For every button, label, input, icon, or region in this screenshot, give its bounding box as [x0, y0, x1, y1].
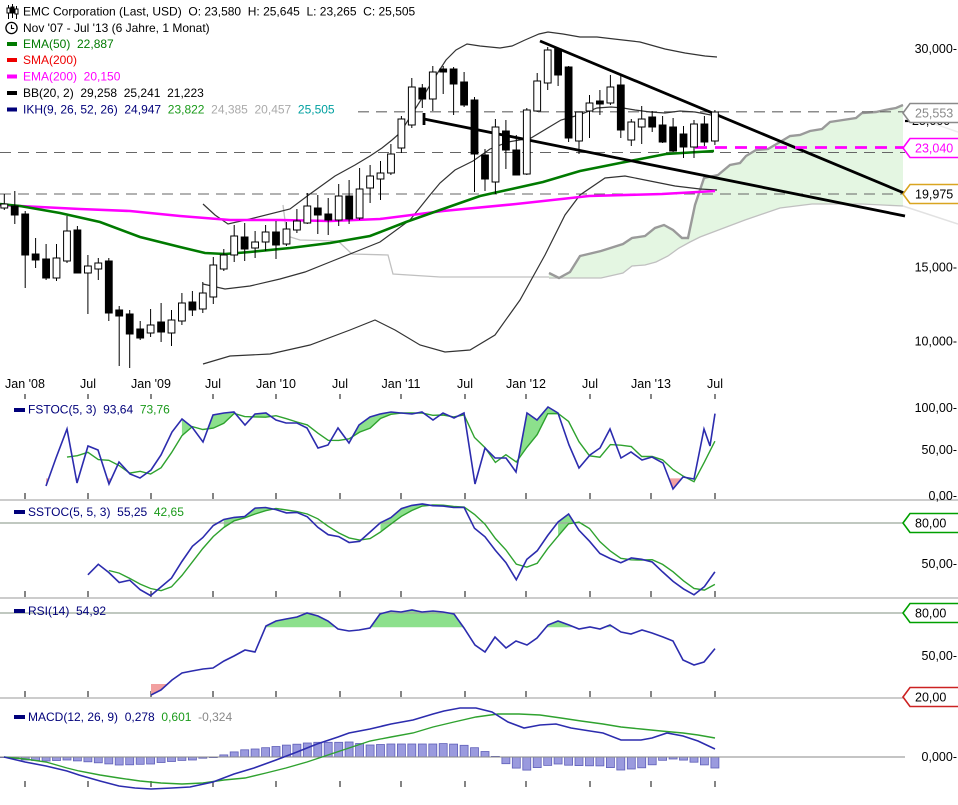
svg-text:Jan '11: Jan '11 [382, 377, 421, 391]
svg-text:MACD(12, 26, 9) 0,278 0,601: MACD(12, 26, 9) 0,278 0,601 -0,324 [28, 710, 232, 724]
svg-text:SSTOC(5, 5, 3) 55,25 42,65: SSTOC(5, 5, 3) 55,25 42,65 [28, 505, 184, 519]
svg-text:EMA(200) 20,150: EMA(200) 20,150 [23, 70, 121, 84]
svg-text:Jul: Jul [332, 377, 348, 391]
svg-text:Jan '12: Jan '12 [506, 377, 546, 391]
svg-text:SMA(200): SMA(200) [23, 53, 77, 67]
svg-text:Jan '09: Jan '09 [131, 377, 171, 391]
svg-text:Jan '13: Jan '13 [631, 377, 671, 391]
svg-text:RSI(14) 54,92: RSI(14) 54,92 [28, 604, 106, 618]
svg-text:19,975: 19,975 [915, 188, 953, 202]
svg-text:Jul: Jul [457, 377, 473, 391]
svg-text:25,553: 25,553 [915, 107, 953, 121]
svg-text:FSTOC(5, 3) 93,64 73,76: FSTOC(5, 3) 93,64 73,76 [28, 403, 170, 417]
svg-text:50,00-: 50,00- [922, 443, 957, 457]
svg-text:0,00-: 0,00- [929, 489, 958, 503]
svg-text:Jul: Jul [582, 377, 598, 391]
svg-text:EMC Corporation (Last, USD) O: EMC Corporation (Last, USD) O: 23,580 H:… [23, 5, 416, 19]
svg-text:50,00-: 50,00- [922, 649, 957, 663]
svg-text:Jul: Jul [707, 377, 723, 391]
svg-text:Jan '08: Jan '08 [5, 377, 45, 391]
svg-text:IKH(9, 26, 52, 26) 24,947 23: IKH(9, 26, 52, 26) 24,947 23,822 24,385 … [23, 103, 335, 117]
svg-text:EMA(50) 22,887: EMA(50) 22,887 [23, 37, 114, 51]
svg-text:15,000-: 15,000- [915, 261, 957, 275]
svg-text:20,00: 20,00 [915, 691, 946, 705]
svg-text:50,00-: 50,00- [922, 557, 957, 571]
svg-text:23,040: 23,040 [915, 142, 953, 156]
svg-text:80,00: 80,00 [915, 607, 946, 621]
svg-text:100,00-: 100,00- [915, 401, 957, 415]
svg-text:0,000-: 0,000- [922, 750, 957, 764]
svg-text:Jan '10: Jan '10 [256, 377, 296, 391]
svg-text:30,000-: 30,000- [915, 42, 957, 56]
svg-text:Jul: Jul [205, 377, 221, 391]
svg-text:80,00: 80,00 [915, 517, 946, 531]
svg-text:BB(20, 2) 29,258 25,241 21,: BB(20, 2) 29,258 25,241 21,223 [23, 86, 204, 100]
svg-text:10,000-: 10,000- [915, 335, 957, 349]
svg-text:Jul: Jul [80, 377, 96, 391]
svg-text:Nov '07 - Jul '13 (6 Jahre, 1: Nov '07 - Jul '13 (6 Jahre, 1 Monat) [23, 21, 210, 35]
